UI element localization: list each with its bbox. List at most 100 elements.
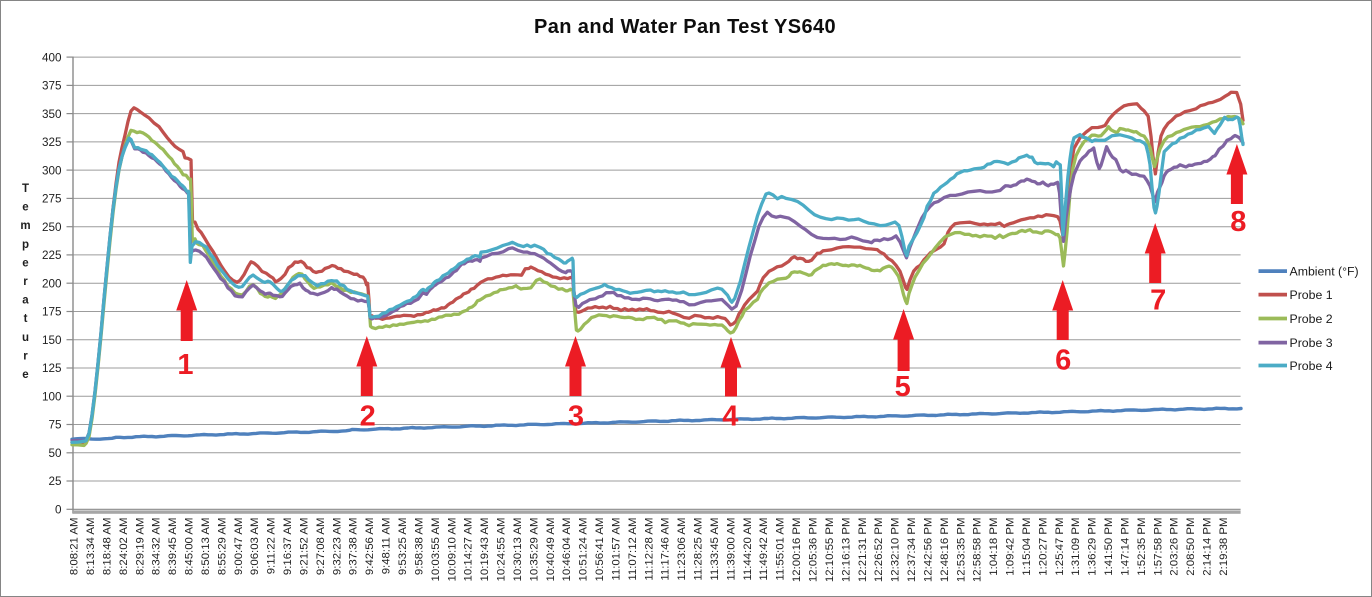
svg-text:50: 50 xyxy=(48,447,62,460)
svg-text:12:05:36 PM: 12:05:36 PM xyxy=(808,518,820,583)
svg-text:9:11:22 AM: 9:11:22 AM xyxy=(266,518,278,575)
svg-text:8:18:48 AM: 8:18:48 AM xyxy=(101,518,113,576)
svg-text:8:45:00 AM: 8:45:00 AM xyxy=(184,518,196,576)
svg-text:75: 75 xyxy=(48,419,62,432)
svg-text:8:08:21 AM: 8:08:21 AM xyxy=(69,518,81,576)
svg-text:e: e xyxy=(22,202,28,214)
svg-text:a: a xyxy=(22,295,29,307)
svg-text:10:03:55 AM: 10:03:55 AM xyxy=(430,518,442,582)
svg-text:12:42:56 PM: 12:42:56 PM xyxy=(922,518,934,583)
svg-text:10:56:41 AM: 10:56:41 AM xyxy=(594,518,606,582)
svg-text:1:04:18 PM: 1:04:18 PM xyxy=(988,518,1000,576)
svg-text:2: 2 xyxy=(360,401,376,433)
svg-text:T: T xyxy=(22,183,29,195)
svg-text:6: 6 xyxy=(1055,344,1071,376)
svg-text:11:07:12 AM: 11:07:12 AM xyxy=(627,518,639,581)
svg-text:9:58:38 AM: 9:58:38 AM xyxy=(413,518,425,576)
svg-text:8: 8 xyxy=(1230,206,1246,238)
svg-text:Ambient (°F): Ambient (°F) xyxy=(1290,264,1359,278)
svg-text:9:37:38 AM: 9:37:38 AM xyxy=(348,518,360,576)
svg-text:8:13:34 AM: 8:13:34 AM xyxy=(85,518,97,576)
svg-text:10:14:27 AM: 10:14:27 AM xyxy=(463,518,475,582)
svg-text:300: 300 xyxy=(42,164,62,177)
svg-text:11:44:20 AM: 11:44:20 AM xyxy=(742,518,754,581)
svg-text:250: 250 xyxy=(42,221,62,234)
svg-text:175: 175 xyxy=(42,306,62,319)
svg-text:12:26:52 PM: 12:26:52 PM xyxy=(873,518,885,583)
svg-text:7: 7 xyxy=(1150,285,1166,317)
svg-text:4: 4 xyxy=(722,401,738,433)
svg-text:8:29:19 AM: 8:29:19 AM xyxy=(134,518,146,576)
svg-text:5: 5 xyxy=(895,371,911,403)
svg-text:9:53:25 AM: 9:53:25 AM xyxy=(397,518,409,576)
svg-text:225: 225 xyxy=(42,249,62,262)
svg-text:1:52:35 PM: 1:52:35 PM xyxy=(1136,518,1148,576)
svg-text:1:31:09 PM: 1:31:09 PM xyxy=(1070,518,1082,576)
svg-text:11:49:42 AM: 11:49:42 AM xyxy=(758,518,770,581)
svg-text:8:55:29 AM: 8:55:29 AM xyxy=(216,518,228,576)
svg-text:10:35:29 AM: 10:35:29 AM xyxy=(528,518,540,582)
svg-text:11:33:45 AM: 11:33:45 AM xyxy=(709,518,721,581)
svg-text:325: 325 xyxy=(42,136,62,149)
svg-text:11:17:46 AM: 11:17:46 AM xyxy=(660,518,672,581)
svg-text:10:46:04 AM: 10:46:04 AM xyxy=(561,518,573,582)
svg-text:11:01:57 AM: 11:01:57 AM xyxy=(611,518,623,581)
svg-text:Probe 1: Probe 1 xyxy=(1290,288,1333,302)
svg-text:1:20:27 PM: 1:20:27 PM xyxy=(1037,518,1049,576)
svg-text:9:16:37 AM: 9:16:37 AM xyxy=(282,518,294,576)
svg-text:12:16:13 PM: 12:16:13 PM xyxy=(840,518,852,583)
svg-text:8:50:13 AM: 8:50:13 AM xyxy=(200,518,212,576)
svg-text:2:14:14 PM: 2:14:14 PM xyxy=(1202,518,1214,576)
svg-text:Probe 3: Probe 3 xyxy=(1290,336,1333,350)
svg-text:m: m xyxy=(20,220,30,232)
svg-text:2:08:50 PM: 2:08:50 PM xyxy=(1185,518,1197,576)
svg-text:r: r xyxy=(23,276,28,288)
svg-text:1: 1 xyxy=(177,349,193,381)
svg-text:e: e xyxy=(22,257,28,269)
svg-text:u: u xyxy=(22,332,29,344)
svg-text:12:21:31 PM: 12:21:31 PM xyxy=(857,518,869,583)
svg-text:11:55:01 AM: 11:55:01 AM xyxy=(775,518,787,581)
svg-text:400: 400 xyxy=(42,51,62,64)
svg-text:10:19:43 AM: 10:19:43 AM xyxy=(479,518,491,582)
svg-text:12:53:35 PM: 12:53:35 PM xyxy=(955,518,967,583)
svg-text:10:09:10 AM: 10:09:10 AM xyxy=(446,518,458,582)
svg-text:p: p xyxy=(22,239,29,251)
svg-text:9:27:08 AM: 9:27:08 AM xyxy=(315,518,327,576)
svg-text:125: 125 xyxy=(42,362,62,375)
svg-text:Probe 2: Probe 2 xyxy=(1290,312,1333,326)
svg-text:Pan and Water Pan Test YS640: Pan and Water Pan Test YS640 xyxy=(534,16,836,38)
svg-text:12:32:10 PM: 12:32:10 PM xyxy=(890,518,902,583)
svg-text:1:09:42 PM: 1:09:42 PM xyxy=(1005,518,1017,576)
svg-text:275: 275 xyxy=(42,193,62,206)
svg-text:11:12:28 AM: 11:12:28 AM xyxy=(643,518,655,581)
svg-text:9:21:52 AM: 9:21:52 AM xyxy=(299,518,311,576)
svg-text:12:10:55 PM: 12:10:55 PM xyxy=(824,518,836,583)
svg-text:25: 25 xyxy=(48,475,62,488)
svg-text:350: 350 xyxy=(42,108,62,121)
svg-text:12:00:16 PM: 12:00:16 PM xyxy=(791,518,803,583)
svg-text:t: t xyxy=(24,313,28,325)
svg-text:11:39:00 AM: 11:39:00 AM xyxy=(725,518,737,581)
svg-text:10:40:49 AM: 10:40:49 AM xyxy=(545,518,557,582)
svg-text:r: r xyxy=(23,350,28,362)
svg-text:9:32:23 AM: 9:32:23 AM xyxy=(331,518,343,576)
svg-text:Probe 4: Probe 4 xyxy=(1290,359,1333,373)
svg-text:9:06:03 AM: 9:06:03 AM xyxy=(249,518,261,576)
svg-text:100: 100 xyxy=(42,390,62,403)
svg-text:200: 200 xyxy=(42,277,62,290)
svg-text:11:28:25 AM: 11:28:25 AM xyxy=(693,518,705,581)
svg-text:12:58:58 PM: 12:58:58 PM xyxy=(972,518,984,583)
svg-text:8:24:02 AM: 8:24:02 AM xyxy=(118,518,130,576)
svg-text:1:57:58 PM: 1:57:58 PM xyxy=(1152,518,1164,576)
svg-text:2:03:26 PM: 2:03:26 PM xyxy=(1169,518,1181,576)
svg-text:1:47:14 PM: 1:47:14 PM xyxy=(1120,518,1132,576)
svg-text:1:15:04 PM: 1:15:04 PM xyxy=(1021,518,1033,576)
svg-text:1:25:47 PM: 1:25:47 PM xyxy=(1054,518,1066,576)
svg-text:12:48:16 PM: 12:48:16 PM xyxy=(939,518,951,583)
svg-text:10:30:13 AM: 10:30:13 AM xyxy=(512,518,524,582)
svg-text:0: 0 xyxy=(55,504,62,517)
svg-text:150: 150 xyxy=(42,334,62,347)
svg-text:10:24:55 AM: 10:24:55 AM xyxy=(496,518,508,582)
svg-text:9:42:56 AM: 9:42:56 AM xyxy=(364,518,376,576)
